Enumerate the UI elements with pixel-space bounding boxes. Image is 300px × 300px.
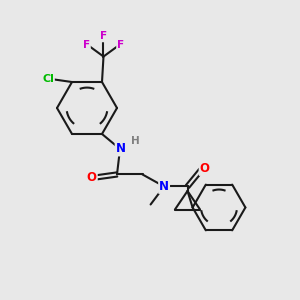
Text: O: O xyxy=(87,171,97,184)
Text: N: N xyxy=(159,180,169,193)
Text: O: O xyxy=(200,162,210,175)
Text: F: F xyxy=(117,40,124,50)
Text: H: H xyxy=(130,136,140,146)
Text: F: F xyxy=(83,40,90,50)
Text: Cl: Cl xyxy=(42,74,54,84)
Text: N: N xyxy=(116,142,126,155)
Text: F: F xyxy=(100,32,107,41)
